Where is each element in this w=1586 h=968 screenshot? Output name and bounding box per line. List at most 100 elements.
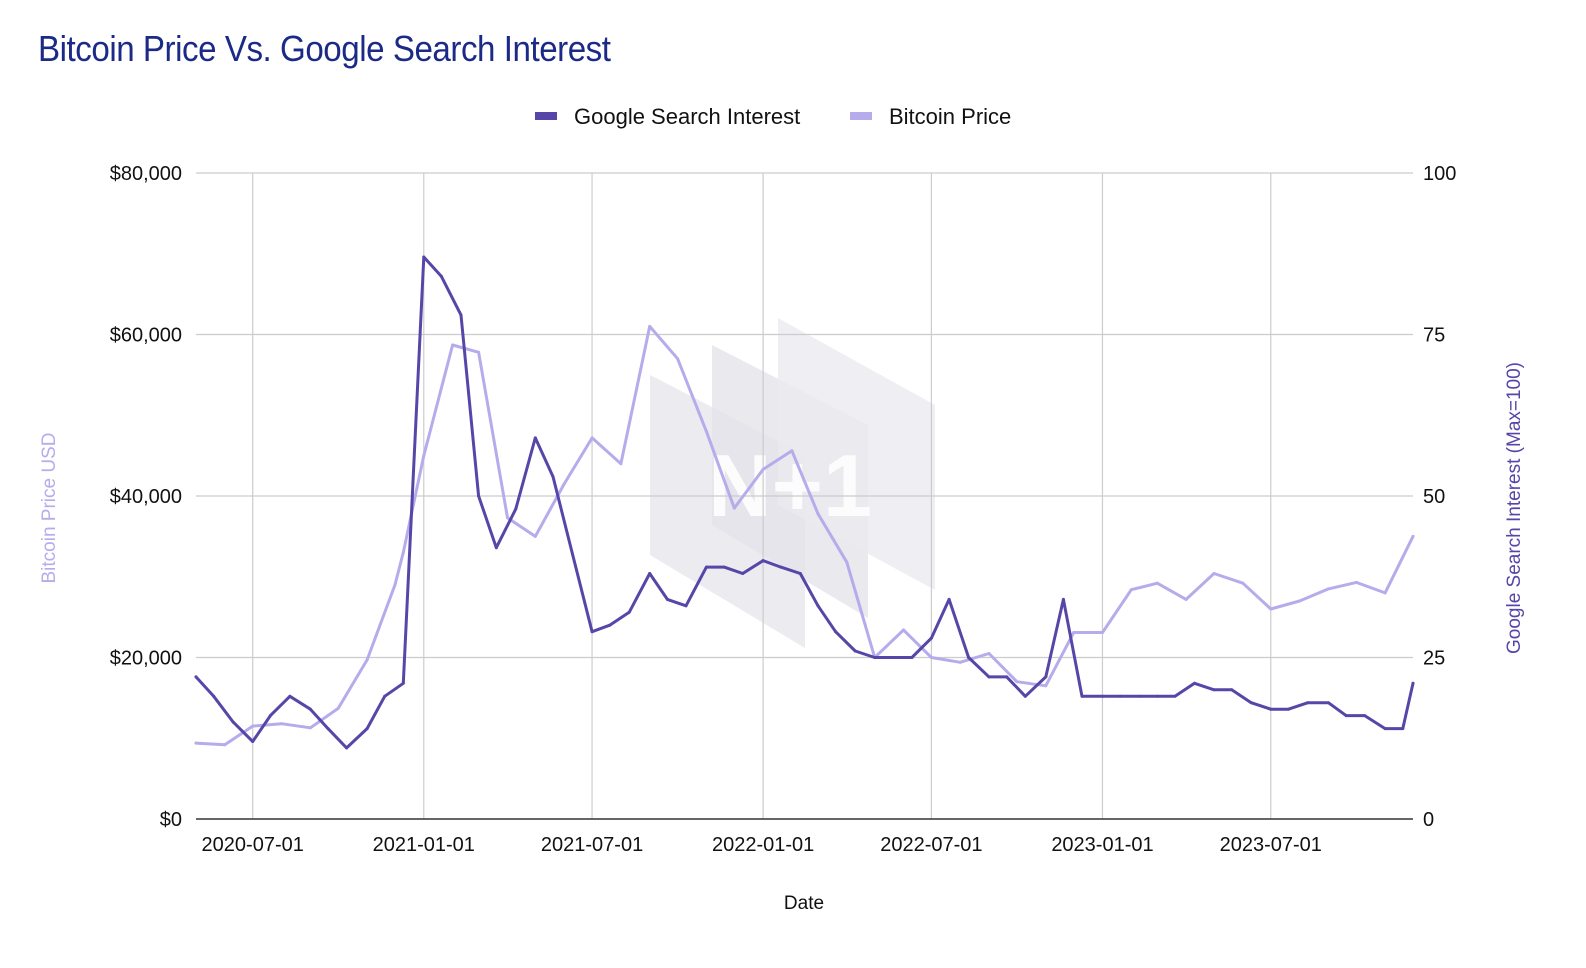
google-search-interest-point — [1326, 701, 1330, 705]
bitcoin-price-point — [1015, 680, 1019, 684]
google-search-interest-point — [268, 714, 272, 718]
bitcoin-price-point — [929, 656, 933, 659]
google-search-interest-point — [231, 720, 235, 724]
y-right-tick-label: 75 — [1423, 325, 1445, 347]
bitcoin-price-point — [1326, 587, 1330, 591]
legend-label-bitcoin-price[interactable]: Bitcoin Price — [889, 104, 1011, 129]
google-search-interest-point — [439, 274, 443, 278]
google-search-interest-point — [590, 630, 594, 634]
bitcoin-price-point — [562, 482, 566, 486]
bitcoin-price-point — [422, 454, 426, 458]
google-search-interest-point — [761, 559, 765, 563]
google-search-interest-point — [459, 313, 463, 317]
google-search-interest-point — [816, 604, 820, 608]
google-search-interest-point — [890, 656, 894, 659]
google-search-interest-point — [1101, 694, 1104, 698]
bitcoin-price-point — [401, 551, 405, 554]
google-search-interest-point — [251, 740, 255, 743]
bitcoin-price-point — [648, 324, 652, 328]
y-right-tick-label: 50 — [1423, 486, 1445, 508]
bitcoin-price-point — [1354, 580, 1358, 584]
bitcoin-price-point — [1129, 588, 1133, 592]
google-search-interest-point — [1138, 694, 1142, 698]
google-search-interest-point — [212, 694, 216, 698]
y-left-tick-label: $40,000 — [110, 486, 182, 508]
google-search-interest-point — [365, 727, 369, 731]
google-search-interest-point — [873, 656, 877, 659]
google-search-interest-point — [1230, 688, 1234, 692]
bitcoin-price-point — [1383, 591, 1387, 595]
google-search-interest-point — [288, 694, 292, 698]
y-left-tick-label: $80,000 — [110, 163, 182, 185]
google-search-interest-point — [704, 565, 708, 569]
google-search-interest-point — [779, 565, 783, 569]
google-search-interest-point — [608, 623, 612, 627]
bitcoin-price-point — [619, 462, 623, 466]
bitcoin-price-point — [958, 660, 962, 664]
y-right-tick-label: 100 — [1423, 163, 1456, 185]
bitcoin-price-point — [251, 724, 255, 728]
google-search-interest-point — [987, 675, 991, 679]
google-search-interest-point — [308, 707, 312, 711]
google-search-interest-point — [345, 746, 349, 750]
x-tick-label: 2021-01-01 — [373, 834, 475, 856]
x-tick-label: 2021-07-01 — [541, 834, 643, 856]
bitcoin-price-point — [1155, 581, 1159, 585]
google-search-interest-point — [665, 597, 669, 601]
google-search-interest-point — [1193, 681, 1196, 685]
bitcoin-price-point — [1072, 631, 1076, 634]
watermark-logo: N+1 — [650, 318, 935, 648]
y-left-tick-label: $20,000 — [110, 648, 182, 670]
bitcoin-price-point — [365, 658, 369, 662]
y-left-axis-title: Bitcoin Price USD — [39, 433, 60, 584]
google-search-interest-point — [514, 507, 518, 511]
bitcoin-price-point — [790, 449, 794, 453]
google-search-interest-point — [1383, 727, 1387, 731]
google-search-interest-point — [1080, 694, 1084, 698]
bitcoin-price-point — [533, 534, 537, 538]
bitcoin-price-point — [477, 350, 481, 354]
google-search-interest-point — [1118, 694, 1122, 698]
google-search-interest-point — [1269, 707, 1273, 711]
x-axis-title: Date — [784, 893, 824, 914]
google-search-interest-point — [551, 475, 555, 479]
google-search-interest-point — [1306, 701, 1310, 705]
legend-label-google-search-interest[interactable]: Google Search Interest — [574, 104, 800, 129]
bitcoin-price-point — [590, 436, 594, 440]
google-search-interest-point — [684, 604, 688, 608]
bitcoin-price-point — [308, 726, 312, 730]
legend: Google Search Interest Bitcoin Price — [535, 104, 1011, 129]
google-search-interest-point — [853, 649, 857, 653]
bitcoin-price-point — [816, 512, 820, 516]
google-search-interest-point — [477, 494, 481, 498]
google-search-interest-point — [1249, 701, 1253, 705]
y-right-tick-label: 0 — [1423, 809, 1434, 831]
chart-title: Bitcoin Price Vs. Google Search Interest — [38, 28, 611, 69]
google-search-interest-point — [798, 572, 802, 575]
google-search-interest-point — [1286, 707, 1290, 711]
bitcoin-price-point — [845, 560, 849, 564]
bitcoin-price-point — [704, 429, 708, 433]
google-search-interest-point — [1155, 694, 1159, 698]
bitcoin-price-point — [1411, 534, 1415, 538]
legend-swatch-bitcoin-price — [850, 112, 872, 120]
bitcoin-price-point — [902, 628, 905, 632]
x-tick-label: 2020-07-01 — [202, 834, 304, 856]
google-search-interest-point — [1061, 597, 1065, 601]
x-tick-label: 2023-01-01 — [1051, 834, 1153, 856]
google-search-interest-point — [571, 552, 574, 556]
google-search-interest-point — [1173, 694, 1177, 698]
google-search-interest-point — [194, 675, 198, 679]
google-search-interest-point — [834, 630, 838, 634]
google-search-interest-point — [627, 610, 631, 614]
bitcoin-price-point — [1269, 607, 1273, 611]
bitcoin-price-point — [393, 583, 397, 587]
google-search-interest-point — [326, 727, 330, 731]
google-search-interest-point — [422, 255, 426, 259]
google-search-interest-point — [1023, 694, 1027, 698]
google-search-interest-point — [1411, 681, 1415, 685]
google-search-interest-point — [1363, 714, 1367, 718]
bitcoin-price-point — [987, 652, 991, 655]
